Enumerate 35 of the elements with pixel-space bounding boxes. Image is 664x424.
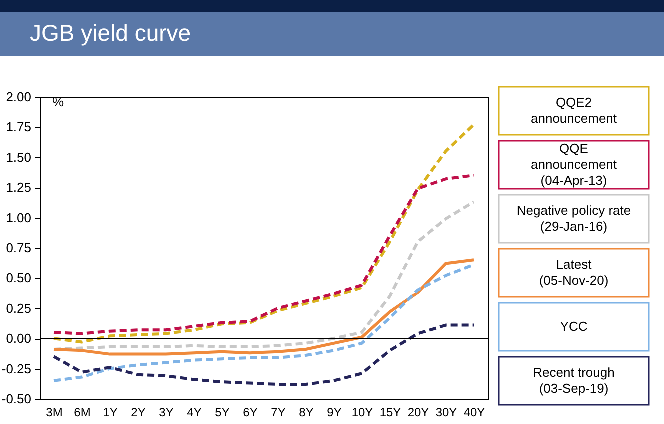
x-tick-label: 40Y — [464, 406, 486, 420]
x-tick-label: 8Y — [299, 406, 314, 420]
x-tick-label: 6Y — [243, 406, 258, 420]
text: Recent trough (03-Sep-19) — [533, 365, 615, 396]
x-tick-label: 2Y — [131, 406, 146, 420]
x-tick-label: 4Y — [187, 406, 202, 420]
y-tick-label: 1.50 — [6, 150, 32, 165]
y-tick-label: 0.75 — [6, 240, 32, 256]
y-tick-label: 2.00 — [6, 90, 32, 104]
x-tick-label: 9Y — [327, 406, 342, 420]
y-tick-label: 0.50 — [6, 270, 32, 286]
x-tick-label: 1Y — [103, 406, 118, 420]
x-tick-label: 15Y — [380, 406, 402, 420]
x-tick-label: 20Y — [408, 406, 430, 420]
text: QQE2 announcement — [530, 95, 618, 126]
text: Latest (05-Nov-20) — [539, 257, 609, 288]
y-tick-label: 1.75 — [6, 120, 32, 135]
text: QQE announcement (04-Apr-13) — [530, 141, 618, 188]
y-axis-title: % — [52, 94, 64, 110]
x-tick-label: 5Y — [215, 406, 230, 420]
x-tick-label: 10Y — [352, 406, 374, 420]
y-tick-label: 0.00 — [6, 331, 32, 346]
y-tick-label: 0.25 — [6, 300, 32, 316]
x-tick-label: 3M — [46, 406, 63, 420]
x-tick-label: 3Y — [159, 406, 174, 420]
y-tick-label: 1.25 — [6, 180, 32, 196]
x-tick-label: 7Y — [271, 406, 286, 420]
text: YCC — [560, 319, 588, 334]
text: Negative policy rate (29-Jan-16) — [516, 203, 632, 234]
chart-title: JGB yield curve — [30, 20, 192, 46]
y-tick-label: 1.00 — [6, 210, 32, 226]
x-tick-label: 30Y — [436, 406, 458, 420]
y-tick-label: -0.25 — [2, 361, 32, 376]
x-tick-label: 6M — [74, 406, 91, 420]
y-tick-label: -0.50 — [2, 392, 32, 406]
